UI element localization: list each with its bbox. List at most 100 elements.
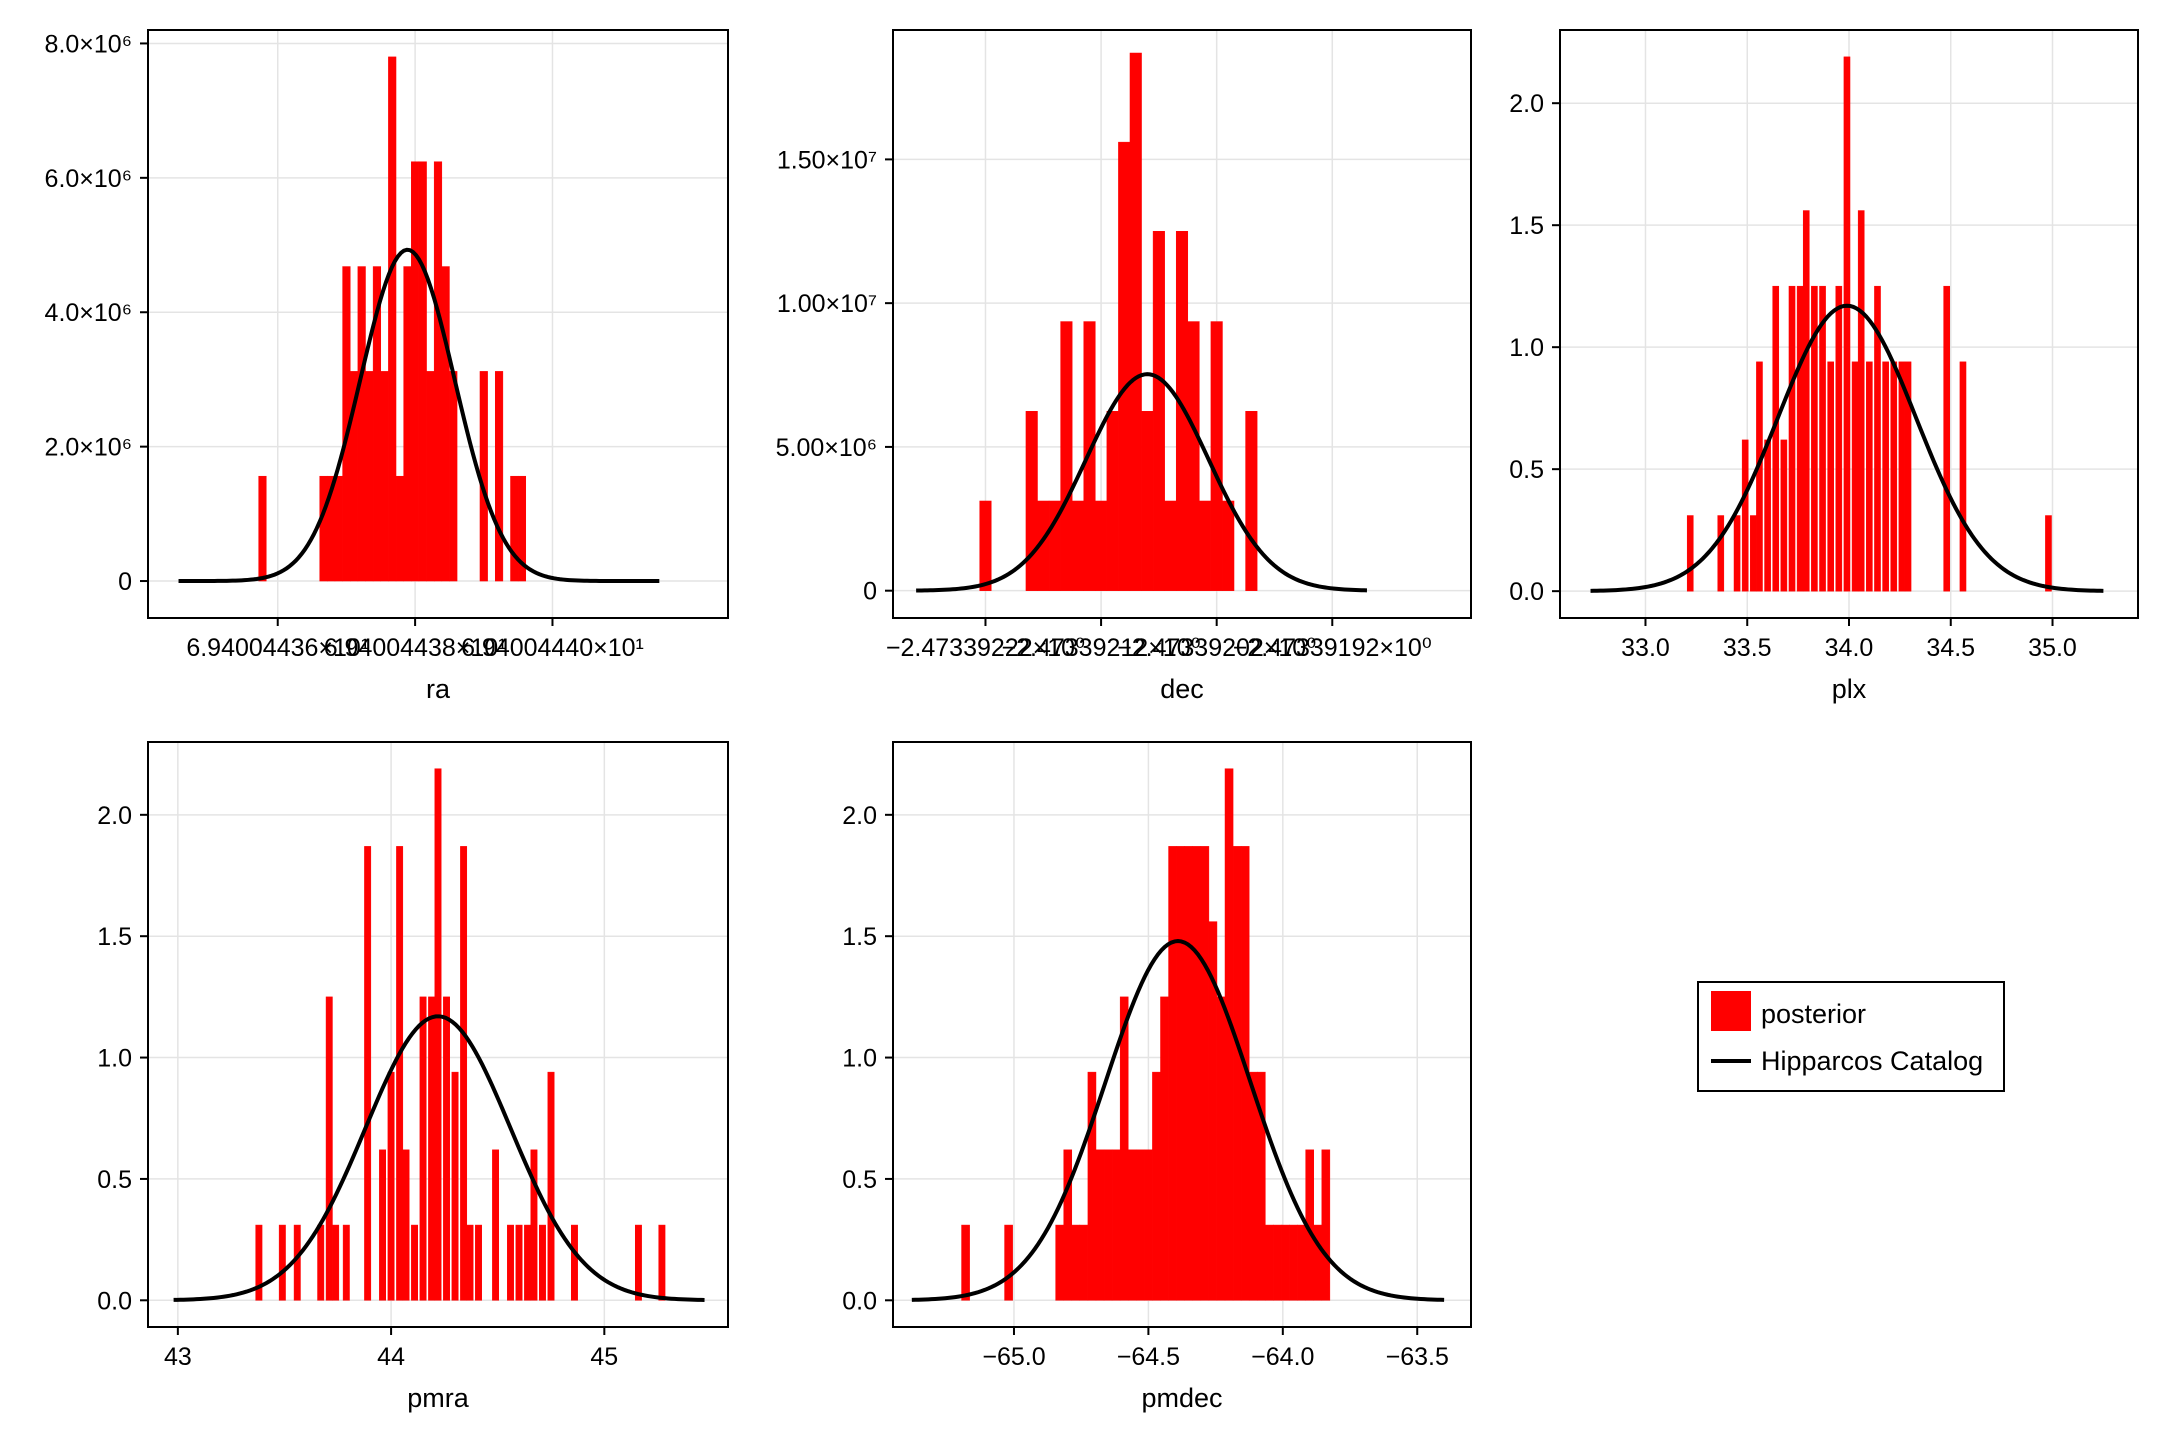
pmra-ytick-label-4: 2.0 — [97, 802, 132, 830]
pmdec-xlabel: pmdec — [1141, 1383, 1222, 1413]
dec-plot-frame — [892, 29, 1472, 619]
ra-bar-7 — [365, 371, 374, 582]
ra-ytick-label-3: 6.0×10⁶ — [45, 165, 132, 193]
ra-bar-9 — [380, 371, 389, 582]
dec-ytick-label-1: 5.00×10⁶ — [776, 434, 877, 462]
pmdec-bar-26 — [1248, 1071, 1258, 1301]
pmdec-xtick-label-0: −65.0 — [982, 1343, 1045, 1371]
pmra-bar-28 — [571, 1224, 578, 1301]
dec-histogram-panel: −2.47339222×10⁰−2.47339212×10⁰−2.4733920… — [776, 29, 1472, 704]
pmdec-bar-18 — [1184, 846, 1194, 1301]
pmra-bar-0 — [255, 1224, 263, 1301]
pmra-bar-8 — [379, 1149, 387, 1301]
plx-ytick-label-2: 1.0 — [1509, 334, 1544, 362]
ra-bar-17 — [441, 266, 450, 582]
pmdec-bar-16 — [1168, 846, 1177, 1301]
pmdec-bar-27 — [1257, 1071, 1266, 1301]
pmra-bar-19 — [466, 1224, 474, 1301]
dec-xtick-label-0: −2.47339222×10⁰ — [886, 634, 1085, 662]
plx-bar-25 — [1943, 285, 1950, 592]
ra-bar-20 — [494, 371, 504, 582]
plx-bar-8 — [1780, 439, 1788, 592]
ra-ytick-label-4: 8.0×10⁶ — [45, 30, 132, 58]
dec-bar-1 — [1025, 411, 1038, 591]
pmdec-bar-24 — [1232, 846, 1242, 1301]
ra-bar-16 — [433, 161, 443, 582]
plx-xtick-label-4: 35.0 — [2028, 634, 2077, 662]
plx-bar-12 — [1811, 285, 1818, 592]
dec-bar-12 — [1152, 231, 1165, 591]
ra-bar-3 — [334, 475, 343, 582]
plx-xlabel: plx — [1832, 674, 1867, 704]
pmra-bar-9 — [387, 1071, 395, 1301]
dec-bar-5 — [1071, 500, 1084, 591]
pmdec-bar-3 — [1063, 1149, 1073, 1301]
pmdec-bar-14 — [1152, 1071, 1161, 1301]
plx-bar-11 — [1802, 210, 1810, 592]
pmra-bar-29 — [634, 1224, 642, 1301]
plx-ytick-label-3: 1.5 — [1509, 212, 1544, 240]
pmra-bar-7 — [364, 846, 372, 1301]
pmdec-bar-8 — [1103, 1149, 1113, 1301]
pmra-bar-12 — [411, 1224, 418, 1301]
pmra-bar-17 — [451, 1071, 459, 1301]
pmra-bar-2 — [293, 1224, 301, 1301]
legend-posterior-label: posterior — [1761, 999, 1866, 1029]
pmra-bar-27 — [547, 1071, 555, 1301]
plx-bar-27 — [2045, 515, 2052, 592]
pmdec-bar-12 — [1136, 1149, 1145, 1301]
plx-bar-16 — [1843, 56, 1851, 592]
pmra-bar-21 — [492, 1149, 500, 1301]
pmra-xtick-label-0: 43 — [164, 1343, 192, 1371]
pmra-xlabel: pmra — [407, 1383, 469, 1413]
dec-bar-0 — [979, 500, 992, 591]
plx-catalog-curve — [1590, 303, 2104, 593]
dec-bar-8 — [1106, 411, 1119, 591]
ra-xtick-label-0: 6.94004436×10¹ — [186, 634, 369, 662]
pmra-bar-14 — [428, 996, 436, 1301]
legend: posterior Hipparcos Catalog — [1697, 981, 2005, 1092]
ra-bar-11 — [395, 475, 404, 582]
plx-bar-20 — [1874, 285, 1881, 592]
dec-bar-17 — [1210, 321, 1223, 591]
pmra-bar-20 — [475, 1224, 482, 1301]
dec-xtick-label-3: −2.47339192×10⁰ — [1233, 634, 1432, 662]
pmdec-ytick-label-2: 1.0 — [842, 1045, 877, 1073]
pmra-ytick-label-2: 1.0 — [97, 1045, 132, 1073]
plx-bar-21 — [1882, 361, 1889, 592]
ra-bar-22 — [517, 475, 527, 582]
pmdec-bar-17 — [1176, 846, 1185, 1301]
pmra-bar-23 — [515, 1224, 523, 1301]
plx-bar-10 — [1796, 285, 1804, 592]
plx-bar-2 — [1733, 515, 1741, 592]
pmdec-ytick-label-0: 0.0 — [842, 1287, 877, 1315]
pmdec-bar-35 — [1321, 1149, 1331, 1301]
dec-bar-19 — [1245, 411, 1258, 591]
plx-xtick-label-1: 33.5 — [1723, 634, 1772, 662]
plx-ytick-label-0: 0.0 — [1509, 578, 1544, 606]
dec-xtick-label-2: −2.47339202×10⁰ — [1117, 634, 1316, 662]
plx-bar-9 — [1788, 285, 1796, 592]
pmra-ytick-label-1: 0.5 — [97, 1166, 132, 1194]
pmra-bar-26 — [539, 1224, 546, 1301]
plx-xtick-label-2: 34.0 — [1825, 634, 1874, 662]
pmra-bar-10 — [396, 846, 404, 1301]
pmdec-bar-11 — [1127, 1149, 1137, 1301]
dec-catalog-curve — [916, 372, 1368, 593]
plx-bar-1 — [1717, 515, 1725, 592]
pmra-xtick-label-2: 45 — [590, 1343, 618, 1371]
pmdec-bar-29 — [1273, 1224, 1282, 1301]
plx-bar-0 — [1686, 515, 1694, 592]
pmra-bar-22 — [507, 1224, 514, 1301]
plx-bar-18 — [1857, 210, 1865, 592]
plx-bar-13 — [1819, 285, 1826, 592]
pmra-bar-6 — [342, 1224, 350, 1301]
pmra-bar-25 — [530, 1149, 538, 1301]
pmdec-bar-1 — [1004, 1224, 1013, 1301]
dec-ytick-label-3: 1.50×10⁷ — [777, 146, 877, 174]
ra-xlabel: ra — [426, 674, 451, 704]
plx-bar-17 — [1851, 361, 1859, 592]
pmdec-bar-32 — [1297, 1224, 1306, 1301]
pmra-bar-30 — [658, 1224, 666, 1301]
